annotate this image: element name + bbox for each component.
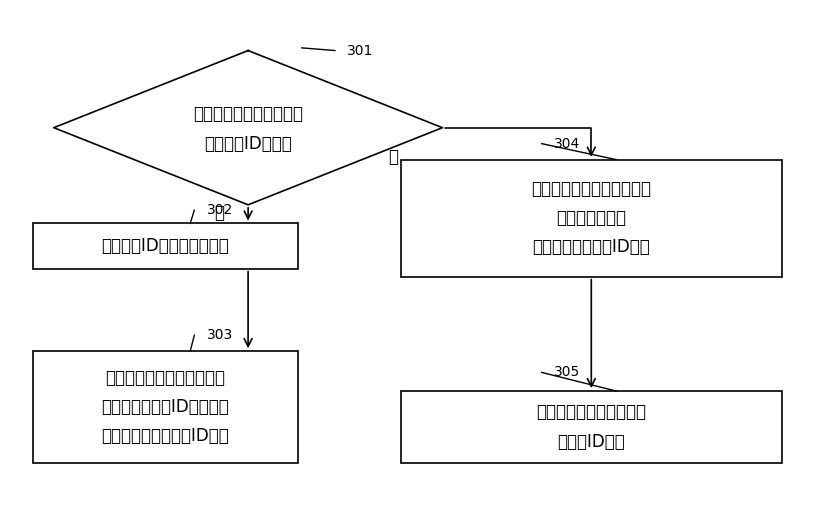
Text: 否: 否 (388, 148, 398, 166)
Bar (33, 223, 298, 269)
Text: 受试者ID信息: 受试者ID信息 (557, 433, 625, 451)
Bar (401, 391, 782, 463)
Text: 303: 303 (207, 328, 233, 342)
Text: 送回医用传感器: 送回医用传感器 (557, 209, 626, 227)
Text: 将受试者ID信息上传给主机: 将受试者ID信息上传给主机 (102, 237, 229, 255)
Bar (401, 160, 782, 277)
Text: 302: 302 (207, 203, 233, 217)
Bar (33, 351, 298, 463)
Text: 医用传感器检测是否存储: 医用传感器检测是否存储 (193, 105, 304, 123)
Text: 于上传的受试者ID信息，则: 于上传的受试者ID信息，则 (102, 398, 229, 416)
Text: 301: 301 (347, 44, 374, 57)
Text: 有受试者ID信息？: 有受试者ID信息？ (204, 135, 292, 153)
Text: 医用传感器存储并绑定该: 医用传感器存储并绑定该 (536, 403, 647, 421)
Text: 304: 304 (554, 137, 581, 151)
Polygon shape (54, 51, 442, 205)
Text: 305: 305 (554, 365, 581, 379)
Text: 如果主机当前监护对象不同: 如果主机当前监护对象不同 (105, 369, 226, 387)
Text: 是: 是 (214, 204, 224, 222)
Text: 当前使用的受试者ID信息: 当前使用的受试者ID信息 (533, 238, 650, 256)
Text: 向主机发送指令，由主机传: 向主机发送指令，由主机传 (531, 180, 652, 198)
Text: 变更为上传的受试者ID信息: 变更为上传的受试者ID信息 (102, 427, 229, 445)
